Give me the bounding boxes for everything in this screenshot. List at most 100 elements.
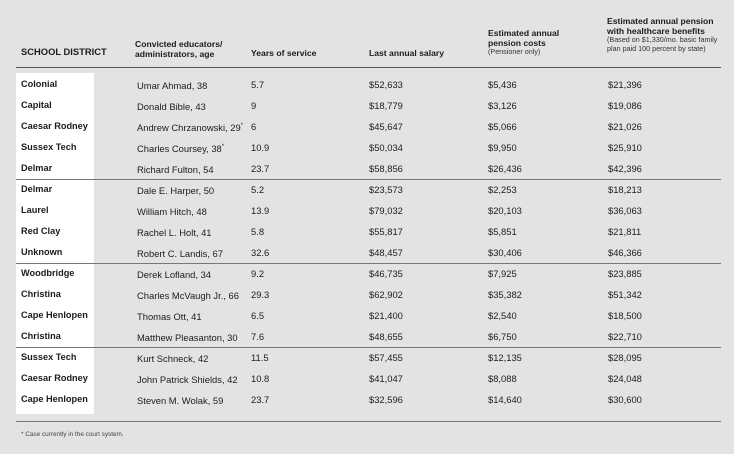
table-row: Christina Charles McVaugh Jr., 66 29.3 $62,… [0,284,734,305]
cell-years-of-service: 5.8 [251,226,265,237]
cell-pension-healthcare: $24,048 [608,373,642,384]
cell-educator-name: Charles Coursey, 38* [137,143,225,154]
cell-last-salary: $46,735 [369,268,403,279]
cell-pension-cost: $3,126 [488,100,517,111]
header-pension-sub: (Pensioner only) [488,47,541,56]
table-row: Red Clay Rachel L. Holt, 41 5.8 $55,817 $5,8… [0,221,734,242]
cell-educator-name: Andrew Chrzanowski, 29* [137,122,244,133]
table-row: Capital Donald Bible, 43 9 $18,779 $3,126 $19… [0,95,734,116]
cell-educator-name: Matthew Pleasanton, 30 [137,332,238,343]
table-header: SCHOOL DISTRICT Convicted educators/ adm… [0,0,734,70]
header-school-district: SCHOOL DISTRICT [21,46,107,57]
cell-years-of-service: 7.6 [251,331,265,342]
header-health-line2: with healthcare benefits [607,26,705,36]
cell-educator-name: John Patrick Shields, 42 [137,374,238,385]
header-educator: Convicted educators/ administrators, age [135,39,222,59]
cell-school-district: Unknown [21,247,63,257]
cell-educator-name: Derek Lofland, 34 [137,269,212,280]
cell-pension-cost: $30,406 [488,247,522,258]
cell-pension-healthcare: $46,366 [608,247,642,258]
cell-years-of-service: 5.2 [251,184,265,195]
cell-years-of-service: 13.9 [251,205,270,216]
group-divider [16,347,721,348]
header-pension-costs: Estimated annual pension costs (Pensione… [488,28,559,57]
cell-pension-cost: $20,103 [488,205,522,216]
table-row: Cape Henlopen Thomas Ott, 41 6.5 $21,400 $2,… [0,305,734,326]
cell-last-salary: $48,655 [369,331,403,342]
cell-last-salary: $50,034 [369,142,403,153]
cell-last-salary: $32,596 [369,394,403,405]
cell-school-district: Caesar Rodney [21,121,88,131]
header-health-sub2: plan paid 100 percent by state) [607,43,706,53]
cell-years-of-service: 32.6 [251,247,270,258]
cell-years-of-service: 9.2 [251,268,265,279]
cell-educator-name: Umar Ahmad, 38 [137,80,208,91]
cell-last-salary: $57,455 [369,352,403,363]
cell-pension-cost: $12,135 [488,352,522,363]
cell-last-salary: $55,817 [369,226,403,237]
cell-educator-name: Thomas Ott, 41 [137,311,202,322]
cell-school-district: Cape Henlopen [21,394,88,404]
cell-educator-name: Charles McVaugh Jr., 66 [137,290,239,301]
cell-school-district: Red Clay [21,226,61,236]
cell-years-of-service: 9 [251,100,257,111]
cell-pension-healthcare: $19,086 [608,100,642,111]
cell-years-of-service: 11.5 [251,352,269,363]
cell-years-of-service: 23.7 [251,163,270,174]
cell-pension-healthcare: $21,396 [608,79,642,90]
cell-pension-healthcare: $22,710 [608,331,642,342]
cell-pension-healthcare: $25,910 [608,142,642,153]
cell-years-of-service: 23.7 [251,394,270,405]
cell-pension-cost: $14,640 [488,394,522,405]
cell-educator-name: Donald Bible, 43 [137,101,206,112]
cell-school-district: Delmar [21,184,53,194]
cell-school-district: Laurel [21,205,49,215]
cell-pension-healthcare: $21,811 [608,226,642,237]
cell-school-district: Christina [21,331,61,341]
header-years-of-service: Years of service [251,48,317,58]
cell-last-salary: $21,400 [369,310,403,321]
court-case-marker: * [221,144,225,150]
header-health-sub1: (Based on $1,330/mo. basic family [607,35,718,44]
cell-pension-healthcare: $42,396 [608,163,642,174]
cell-educator-name: Kurt Schneck, 42 [137,353,209,364]
table-row: Unknown Robert C. Landis, 67 32.6 $48,457 $3… [0,242,734,263]
cell-last-salary: $79,032 [369,205,403,216]
cell-educator-name: Robert C. Landis, 67 [137,248,223,259]
table-row: Woodbridge Derek Lofland, 34 9.2 $46,735 $7,… [0,263,734,284]
cell-school-district: Sussex Tech [21,142,77,152]
cell-pension-healthcare: $23,885 [608,268,642,279]
cell-years-of-service: 5.7 [251,79,265,90]
cell-school-district: Cape Henlopen [21,310,88,320]
cell-last-salary: $58,856 [369,163,403,174]
cell-pension-cost: $35,382 [488,289,522,300]
cell-school-district: Colonial [21,79,58,89]
cell-pension-cost: $7,925 [488,268,517,279]
cell-pension-cost: $26,436 [488,163,522,174]
cell-school-district: Woodbridge [21,268,75,278]
cell-last-salary: $62,902 [369,289,403,300]
cell-educator-name: William Hitch, 48 [137,206,207,217]
cell-last-salary: $48,457 [369,247,403,258]
cell-pension-cost: $9,950 [488,142,517,153]
cell-last-salary: $23,573 [369,184,403,195]
cell-pension-cost: $6,750 [488,331,517,342]
cell-pension-healthcare: $21,026 [608,121,642,132]
cell-educator-name: Steven M. Wolak, 59 [137,395,224,406]
cell-school-district: Capital [21,100,52,110]
cell-years-of-service: 10.9 [251,142,270,153]
table-row: Delmar Richard Fulton, 54 23.7 $58,856 $26,4… [0,158,734,179]
header-pension-healthcare: Estimated annual pension with healthcare… [607,16,717,53]
header-divider [16,67,721,68]
cell-pension-healthcare: $51,342 [608,289,642,300]
header-pension-line2: pension costs [488,38,546,48]
header-educator-line2: administrators, age [135,49,215,59]
header-health-line1: Estimated annual pension [607,16,714,26]
cell-last-salary: $52,633 [369,79,403,90]
table-row: Sussex Tech Kurt Schneck, 42 11.5 $57,455 $1… [0,347,734,368]
cell-pension-cost: $2,540 [488,310,517,321]
cell-pension-cost: $5,066 [488,121,517,132]
cell-school-district: Christina [21,289,61,299]
cell-pension-healthcare: $30,600 [608,394,642,405]
cell-years-of-service: 6 [251,121,257,132]
